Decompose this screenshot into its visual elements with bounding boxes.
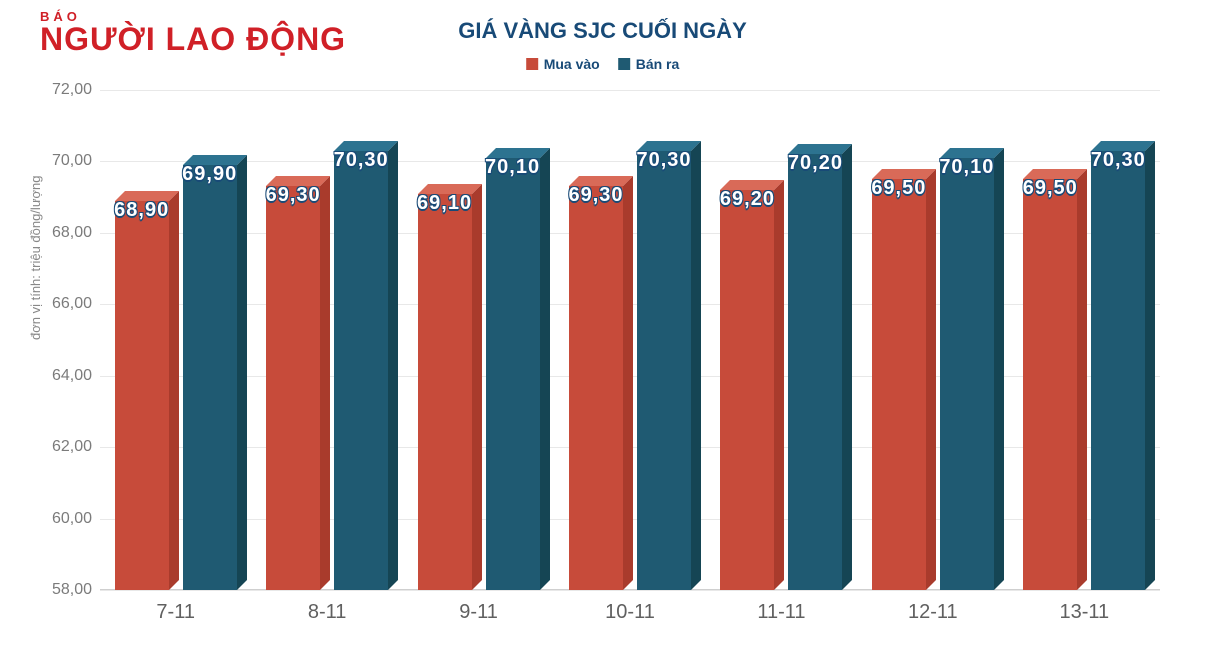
chart-area: 58,0060,0062,0064,0066,0068,0070,0072,00… [100, 90, 1160, 590]
logo-main: NGƯỜI LAO ĐỘNG [40, 23, 346, 55]
bar-value-label: 70,10 [485, 156, 540, 179]
bar-face [115, 201, 169, 590]
bar-side [1145, 141, 1155, 590]
bar-side [1077, 169, 1087, 590]
gridline [100, 90, 1160, 91]
legend: Mua vào Bán ra [526, 56, 680, 72]
y-tick-label: 58,00 [44, 581, 92, 599]
bar-value-label: 70,30 [334, 149, 389, 172]
legend-swatch-ban-ra [618, 58, 630, 70]
bar-bán-ra: 70,20 [788, 154, 842, 590]
bar-value-label: 69,50 [1023, 177, 1078, 200]
bar-value-label: 69,30 [266, 184, 321, 207]
x-tick-label: 7-11 [156, 601, 195, 624]
bar-value-label: 68,90 [114, 199, 169, 222]
legend-item-ban-ra: Bán ra [618, 56, 680, 72]
bar-mua-vào: 69,50 [872, 179, 926, 590]
bar-face [720, 190, 774, 590]
y-tick-label: 72,00 [44, 81, 92, 99]
x-tick-label: 10-11 [605, 601, 655, 624]
x-axis-line [100, 589, 1160, 590]
bar-side [388, 141, 398, 590]
bar-bán-ra: 69,90 [183, 165, 237, 590]
y-tick-label: 68,00 [44, 224, 92, 242]
y-tick-label: 64,00 [44, 367, 92, 385]
legend-label-mua-vao: Mua vào [544, 56, 600, 72]
chart-title: GIÁ VÀNG SJC CUỐI NGÀY [458, 18, 746, 44]
bar-face [788, 154, 842, 590]
y-tick-label: 60,00 [44, 510, 92, 528]
x-tick-label: 8-11 [308, 601, 347, 624]
bar-mua-vào: 69,50 [1023, 179, 1077, 590]
bar-side [926, 169, 936, 590]
bar-value-label: 69,10 [417, 192, 472, 215]
legend-swatch-mua-vao [526, 58, 538, 70]
bar-value-label: 69,50 [871, 177, 926, 200]
bar-mua-vào: 69,30 [266, 186, 320, 590]
bar-bán-ra: 70,30 [1091, 151, 1145, 590]
bar-face [418, 194, 472, 590]
y-tick-label: 70,00 [44, 152, 92, 170]
bar-bán-ra: 70,30 [637, 151, 691, 590]
bar-value-label: 70,30 [1091, 149, 1146, 172]
bar-side [842, 144, 852, 590]
bar-face [569, 186, 623, 590]
x-tick-label: 9-11 [459, 601, 498, 624]
bar-face [940, 158, 994, 590]
y-axis-title: đơn vị tính: triệu đồng/lượng [28, 175, 43, 340]
bar-side [623, 176, 633, 590]
legend-label-ban-ra: Bán ra [636, 56, 680, 72]
bar-bán-ra: 70,10 [486, 158, 540, 590]
gridline [100, 590, 1160, 591]
bar-side [320, 176, 330, 590]
y-tick-label: 62,00 [44, 438, 92, 456]
publisher-logo: BÁO NGƯỜI LAO ĐỘNG [40, 10, 346, 55]
bar-face [266, 186, 320, 590]
bar-face [486, 158, 540, 590]
bar-face [1023, 179, 1077, 590]
bar-value-label: 69,90 [182, 163, 237, 186]
bar-side [540, 148, 550, 590]
bar-side [237, 155, 247, 590]
bar-value-label: 70,10 [939, 156, 994, 179]
bar-value-label: 69,30 [568, 184, 623, 207]
x-tick-label: 12-11 [908, 601, 958, 624]
bar-side [472, 184, 482, 590]
bar-side [691, 141, 701, 590]
bar-value-label: 70,30 [636, 149, 691, 172]
bar-mua-vào: 68,90 [115, 201, 169, 590]
plot-region: 58,0060,0062,0064,0066,0068,0070,0072,00… [100, 90, 1160, 590]
bar-face [183, 165, 237, 590]
bar-side [169, 191, 179, 590]
bar-mua-vào: 69,30 [569, 186, 623, 590]
bar-value-label: 70,20 [788, 152, 843, 175]
bar-side [774, 180, 784, 590]
bar-value-label: 69,20 [720, 188, 775, 211]
bar-mua-vào: 69,10 [418, 194, 472, 590]
x-tick-label: 13-11 [1059, 601, 1109, 624]
bar-face [872, 179, 926, 590]
x-tick-label: 11-11 [757, 601, 805, 624]
legend-item-mua-vao: Mua vào [526, 56, 600, 72]
y-tick-label: 66,00 [44, 295, 92, 313]
bar-side [994, 148, 1004, 590]
bar-face [637, 151, 691, 590]
bar-bán-ra: 70,30 [334, 151, 388, 590]
bar-face [334, 151, 388, 590]
bar-bán-ra: 70,10 [940, 158, 994, 590]
bar-face [1091, 151, 1145, 590]
bar-mua-vào: 69,20 [720, 190, 774, 590]
